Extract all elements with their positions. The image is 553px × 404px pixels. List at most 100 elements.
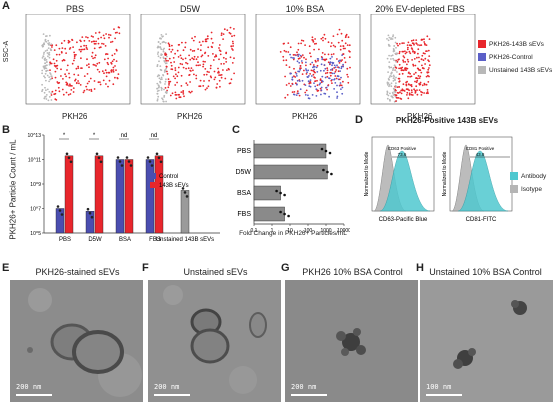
scatter-point — [314, 85, 317, 88]
scatter-point — [50, 75, 53, 78]
scatter-point — [336, 84, 338, 87]
scatter-point — [168, 45, 171, 48]
scatter-point — [402, 50, 405, 53]
scatter-point — [395, 53, 398, 56]
scatter-point — [82, 91, 85, 94]
scatter-point — [233, 34, 236, 37]
scatter-point — [212, 53, 214, 55]
panel-label-e: E — [2, 262, 10, 274]
scatter-point — [411, 94, 414, 96]
scatter-point — [420, 39, 423, 41]
scatter-point — [299, 68, 301, 71]
scatter-point — [75, 82, 78, 84]
scatter-point — [397, 97, 400, 99]
scatter-point — [218, 49, 221, 52]
scatter-point — [69, 84, 72, 87]
scatter-point — [97, 42, 100, 45]
bar — [145, 159, 155, 234]
scatter-point — [180, 57, 183, 60]
scatter-point — [97, 37, 100, 40]
scatter-point — [394, 69, 397, 72]
scatter-point — [296, 83, 298, 86]
scatter-point — [406, 44, 409, 46]
scatter-point — [76, 41, 78, 44]
scatter-point — [157, 95, 160, 98]
scatter-point — [396, 91, 399, 94]
scatter-point — [398, 63, 401, 66]
antibody-histogram — [457, 150, 509, 212]
scatter-point — [420, 90, 422, 93]
em-image-unstained-bsa: 100 nm — [420, 280, 553, 402]
scatter-point — [315, 60, 317, 63]
scatter-point — [44, 76, 46, 79]
scatter-point — [334, 66, 337, 69]
legend-label: Unstained 143B sEVs — [489, 66, 553, 74]
scatter-point — [394, 94, 397, 96]
scatter-point — [428, 60, 430, 63]
scatter-point — [342, 65, 344, 68]
data-point — [181, 187, 185, 190]
scatter-point — [112, 70, 115, 73]
scatter-point — [82, 48, 84, 51]
scatter-point — [163, 94, 166, 97]
scatter-point — [168, 84, 170, 86]
scatter-point — [340, 32, 343, 35]
scatter-point — [176, 81, 179, 84]
scatter-point — [410, 85, 413, 88]
scatter-point — [180, 74, 183, 77]
scatter-point — [318, 48, 320, 51]
scatter-point — [316, 79, 318, 82]
scatter-point — [47, 53, 50, 55]
scatter-point — [197, 48, 200, 50]
scatter-point — [335, 69, 337, 71]
scatter-point — [292, 57, 294, 59]
scatter-point — [407, 75, 409, 78]
scatter-point — [313, 70, 316, 73]
em-image-unstained-sevs: 200 nm — [148, 280, 281, 402]
scatter-point — [105, 75, 108, 78]
panel-a-xlabel-3: PKH26 — [292, 112, 318, 121]
gate-label: CD81 Positive — [466, 146, 495, 151]
scatter-point — [388, 54, 390, 57]
scatter-point — [421, 67, 424, 69]
scatter-point — [160, 76, 163, 79]
scatter-point — [93, 80, 96, 82]
scatter-point — [115, 69, 117, 71]
scatter-point — [410, 89, 413, 92]
scatter-point — [164, 80, 167, 83]
scatter-point — [313, 76, 315, 78]
scatter-point — [392, 74, 395, 77]
scatter-point — [157, 84, 160, 87]
scatter-point — [287, 51, 290, 53]
scatter-point — [188, 90, 191, 93]
scatter-point — [324, 37, 327, 40]
scatter-point — [174, 77, 177, 80]
scatter-point — [168, 48, 171, 51]
scatter-point — [233, 57, 235, 60]
antibody-histogram — [379, 150, 431, 212]
scatter-point — [170, 51, 173, 53]
scatter-point — [185, 67, 188, 70]
scatter-point — [48, 80, 50, 83]
scatter-point — [408, 89, 410, 92]
scatter-point — [46, 52, 49, 54]
scatter-point — [346, 44, 349, 46]
scatter-point — [93, 88, 96, 90]
scatter-point — [86, 64, 88, 67]
scatter-point — [309, 63, 312, 66]
scatter-point — [286, 94, 289, 96]
scatter-point — [394, 79, 396, 81]
scatter-point — [291, 78, 294, 81]
scatter-point — [340, 67, 343, 70]
scatter-point — [77, 74, 80, 76]
panel-c-xlabel: Fold Change in PKH26+ Particles/mL — [239, 230, 347, 237]
scatter-point — [411, 48, 414, 50]
data-point — [86, 207, 90, 211]
scatter-point — [305, 68, 307, 70]
scatter-point — [203, 80, 205, 82]
scatter-point — [45, 69, 48, 72]
scatter-point — [157, 41, 160, 43]
scatter-point — [324, 59, 326, 62]
data-point — [65, 152, 69, 156]
scatter-point — [414, 64, 417, 67]
